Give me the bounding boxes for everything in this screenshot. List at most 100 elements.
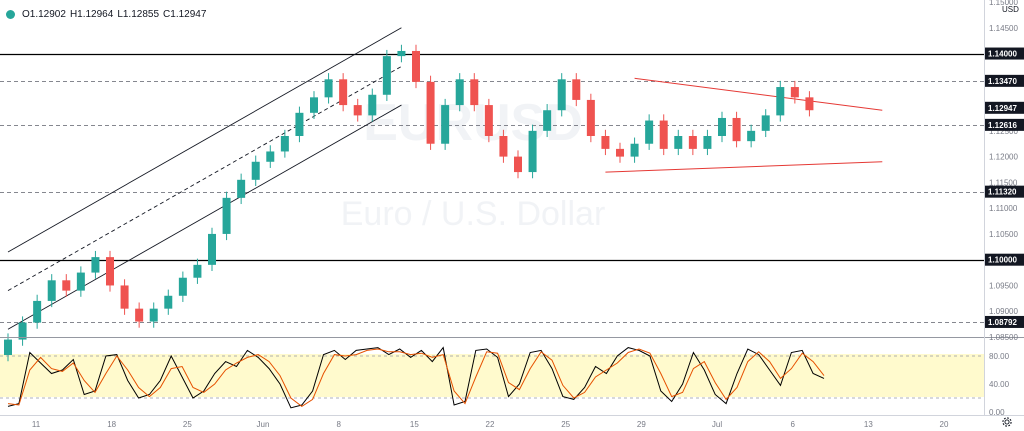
gear-icon[interactable] <box>1000 415 1014 429</box>
candle-body <box>659 120 668 149</box>
candle-body <box>557 79 566 111</box>
candle-body <box>164 295 173 309</box>
channel-upper-line[interactable] <box>7 27 402 253</box>
price-axis[interactable]: 1.150001.145001.140001.135001.130001.125… <box>985 0 1024 342</box>
candle-body <box>193 264 202 278</box>
candle-body <box>120 285 129 309</box>
price-tag-label: 1.10000 <box>988 256 1017 265</box>
candle-body <box>266 151 275 162</box>
candle-body <box>295 112 304 136</box>
price-tag-label: 1.14000 <box>988 50 1017 59</box>
price-tag-box <box>985 74 1024 87</box>
close-value: C1.12947 <box>163 8 207 20</box>
time-tick-label: 13 <box>864 420 873 429</box>
candle-body <box>280 136 289 152</box>
candle-body <box>572 79 581 100</box>
candle-body <box>630 143 639 157</box>
watermark-name: Euro / U.S. Dollar <box>341 195 606 233</box>
price-tag-box <box>985 118 1024 131</box>
price-tag-label: 1.12947 <box>988 104 1017 113</box>
oscillator-tick-label: 40.00 <box>989 380 1010 389</box>
time-axis[interactable]: 11 18 25 Jun 8 15 22 25 29 Jul 6 13 20 <box>32 420 949 429</box>
candle-body <box>732 117 741 142</box>
candle-body <box>747 130 756 142</box>
time-tick-label: 18 <box>107 420 116 429</box>
candle-body <box>688 136 697 149</box>
candle-body <box>178 277 187 296</box>
candle-body <box>616 148 624 157</box>
candle-body <box>455 79 464 106</box>
candle-body <box>91 257 100 273</box>
channel-lower-line[interactable] <box>7 104 402 330</box>
candle-body <box>76 272 85 291</box>
candle-body <box>382 56 391 95</box>
candle-body <box>703 136 712 149</box>
candle-body <box>499 136 508 157</box>
price-tick-label: 1.11000 <box>989 204 1018 213</box>
candle-body <box>4 339 12 356</box>
candle-body <box>718 117 726 136</box>
time-tick-label: 8 <box>336 420 341 429</box>
candle-body <box>586 99 595 136</box>
price-tag-label: 1.08792 <box>988 318 1017 327</box>
candle-body <box>790 87 799 98</box>
candle-body <box>237 179 246 198</box>
candle-body <box>208 233 216 265</box>
price-tick-label: 1.08500 <box>989 333 1018 342</box>
price-tag-label: 1.12616 <box>988 121 1017 130</box>
candle-body <box>543 110 552 131</box>
candle-body <box>397 50 406 57</box>
candle-body <box>135 308 144 322</box>
ohlc-legend[interactable]: O1.12902 H1.12964 L1.12855 C1.12947 <box>6 7 206 21</box>
time-tick-label: 29 <box>637 420 646 429</box>
time-tick-label: Jun <box>257 420 270 429</box>
candle-body <box>18 322 27 340</box>
candle-body <box>368 94 377 116</box>
candle-body <box>674 136 683 149</box>
time-tick-label: 15 <box>410 420 419 429</box>
price-tag-box <box>985 101 1024 114</box>
candle-body <box>412 50 420 82</box>
currency-label: USD <box>1002 5 1019 14</box>
oscillator-band <box>0 354 984 397</box>
status-dot-icon <box>6 9 15 19</box>
open-value: O1.12902 <box>22 8 66 20</box>
low-value: L1.12855 <box>117 8 160 20</box>
time-tick-label: 20 <box>940 420 949 429</box>
candle-body <box>761 115 770 131</box>
candle-body <box>62 280 71 291</box>
price-tag-box <box>985 253 1024 266</box>
price-tag-label: 1.11320 <box>988 188 1017 197</box>
candle-body <box>324 79 333 98</box>
time-tick-label: 25 <box>561 420 570 429</box>
candle-body <box>33 300 42 323</box>
candle-body <box>601 136 610 149</box>
price-tick-label: 1.12500 <box>989 127 1018 136</box>
price-tick-label: 1.15000 <box>989 0 1018 7</box>
candle-body <box>528 130 537 173</box>
time-tick-label: 6 <box>790 420 795 429</box>
candle-body <box>222 197 231 234</box>
price-tag-box <box>985 47 1024 60</box>
candle-body <box>441 105 450 144</box>
triangle-lower-line[interactable] <box>605 161 883 173</box>
price-tag-label: 1.13470 <box>988 77 1017 86</box>
triangle-upper-line[interactable] <box>634 77 883 111</box>
candle-body <box>426 81 435 144</box>
channel-mid-line[interactable] <box>7 66 402 292</box>
time-tick-label: 25 <box>183 420 192 429</box>
candle-body <box>106 257 114 286</box>
time-tick-label: 11 <box>32 420 41 429</box>
high-value: H1.12964 <box>69 8 114 20</box>
price-tick-label: 1.14500 <box>989 24 1018 33</box>
candle-body <box>776 87 785 116</box>
candle-body <box>484 105 493 136</box>
candle-body <box>310 97 318 113</box>
oscillator-series-line <box>7 348 825 408</box>
candle-body <box>339 79 348 106</box>
oscillator-tick-label: 0.00 <box>989 408 1005 417</box>
price-tag-box <box>985 185 1024 198</box>
candle-body <box>251 161 260 180</box>
price-tick-label: 1.11500 <box>989 178 1018 187</box>
